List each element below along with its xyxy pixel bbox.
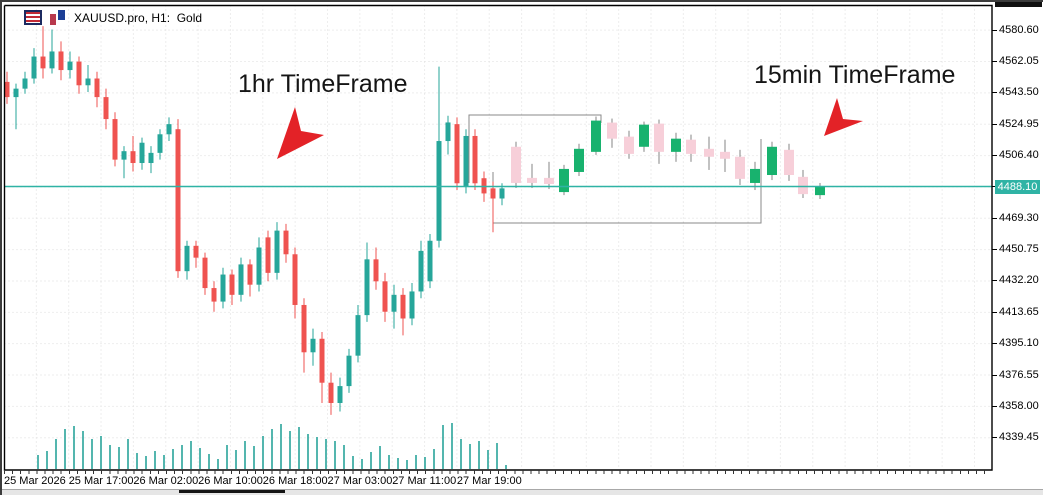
time-axis-label: 25 Mar 2026 [4,475,66,487]
price-axis: 4580.60 4562.05 4543.50 4524.95 4506.40 4469.… [992,2,1043,471]
time-axis-label: 26 Mar 02:00 [133,475,199,487]
scroll-indicator[interactable] [179,490,285,493]
price-axis-label: 4450.75 [992,243,1039,256]
time-axis-label: 27 Mar 11:00 [392,475,457,487]
price-axis-label: 4469.30 [992,211,1039,224]
time-axis-label: 27 Mar 03:00 [327,475,393,487]
window-chrome-fragment [995,2,1042,7]
price-axis-label: 4413.65 [992,305,1039,318]
current-price-value: 4488.10 [997,180,1038,193]
price-axis-label: 4543.50 [992,86,1039,99]
time-axis-label: 27 Mar 19:00 [456,475,522,487]
price-axis-label: 4339.45 [992,431,1039,444]
price-axis-label: 4562.05 [992,55,1039,68]
price-axis-label: 4580.60 [992,23,1039,36]
annotation-15min-timeframe: 15min TimeFrame [754,61,956,89]
time-axis-label: 26 Mar 18:00 [262,475,328,487]
price-axis-label: 4432.20 [992,274,1039,287]
bottom-strip [2,489,1043,495]
price-axis-label: 4506.40 [992,149,1039,162]
chart-header: XAUUSD.pro, H1: Gold [24,10,202,25]
depth-of-market-icon [24,10,42,25]
price-axis-label: 4376.55 [992,368,1039,381]
price-axis-label: 4358.00 [992,399,1039,412]
price-axis-label: 4524.95 [992,117,1039,130]
annotation-1hr-timeframe: 1hr TimeFrame [238,70,408,98]
time-axis: 25 Mar 2026 25 Mar 17:00 26 Mar 02:00 26 Ma… [2,474,992,489]
time-axis-ticks [4,470,992,474]
symbol-title: XAUUSD.pro, H1: Gold [74,10,203,25]
time-axis-label: 25 Mar 17:00 [68,475,134,487]
bar-chart-icon [49,10,67,25]
price-axis-label: 4395.10 [992,337,1039,350]
time-axis-label: 26 Mar 10:00 [198,475,263,487]
current-price-tag: 4488.10 [995,179,1040,194]
